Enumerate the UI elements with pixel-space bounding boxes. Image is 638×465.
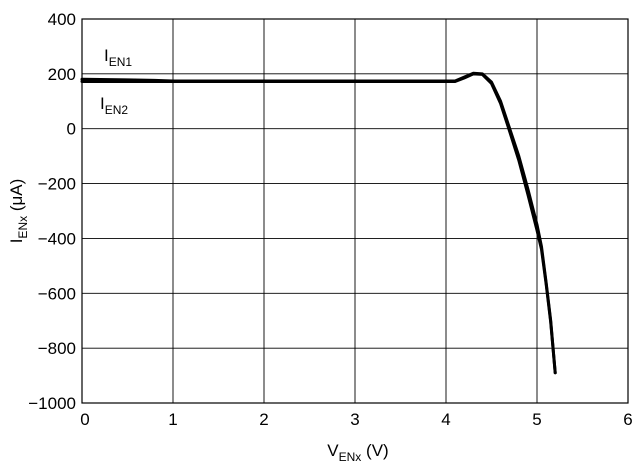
y-tick-label: −200: [38, 175, 76, 194]
annotation-ien1: IEN1: [104, 46, 132, 69]
x-tick-label: 4: [441, 410, 450, 429]
annotation-ien2: IEN2: [100, 94, 128, 117]
y-tick-label: −800: [38, 339, 76, 358]
y-axis-label: IENx (μA): [7, 179, 30, 244]
y-tick-labels: 400 200 0 −200 −400 −600 −800 −1000: [28, 10, 76, 413]
x-tick-label: 3: [350, 410, 359, 429]
x-tick-label: 1: [168, 410, 177, 429]
x-tick-label: 5: [532, 410, 541, 429]
y-tick-label: 400: [48, 10, 76, 29]
y-tick-label: −600: [38, 284, 76, 303]
x-tick-labels: 0 1 2 3 4 5 6: [80, 410, 632, 429]
series-line-2: [80, 72, 557, 375]
x-tick-label: 2: [259, 410, 268, 429]
y-tick-label: 0: [67, 120, 76, 139]
y-tick-label: 200: [48, 65, 76, 84]
series-group: [80, 71, 557, 375]
x-tick-label: 6: [623, 410, 632, 429]
x-tick-label: 0: [80, 410, 89, 429]
y-tick-label: −1000: [28, 394, 76, 413]
y-tick-label: −400: [38, 229, 76, 248]
plot-frame: [81, 18, 629, 404]
x-axis-label: VENx (V): [327, 441, 388, 464]
